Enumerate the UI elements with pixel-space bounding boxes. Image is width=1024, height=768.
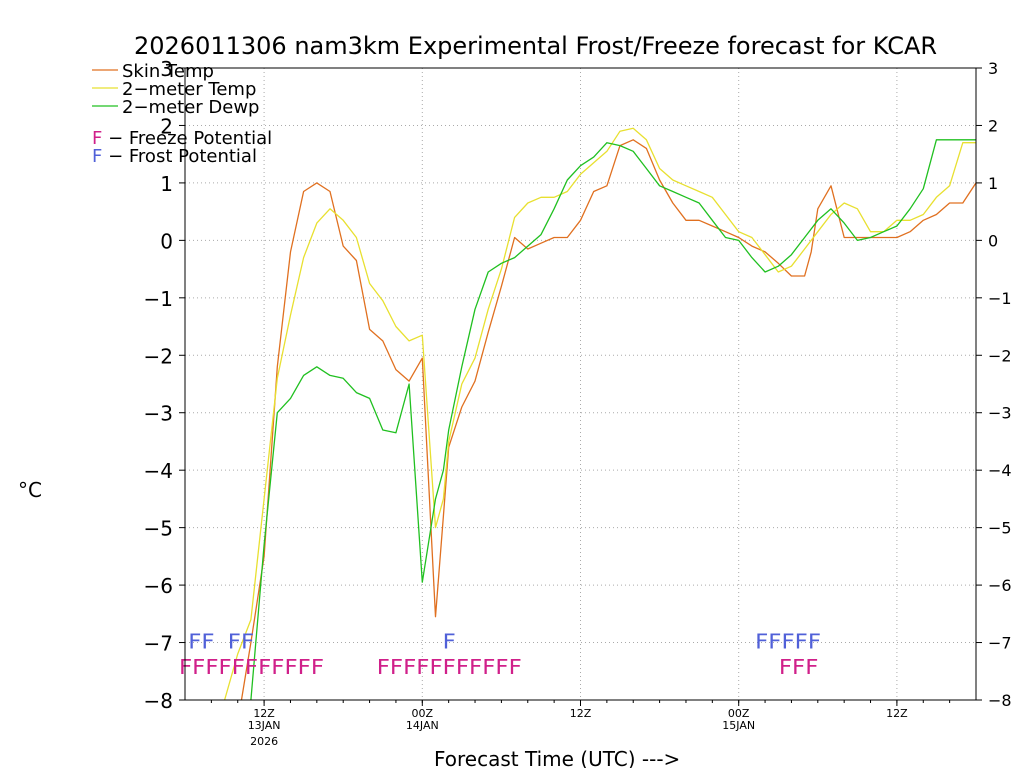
x-tick-label: 12Z	[886, 707, 908, 720]
potential-markers: FFFFFFFFFFF FFFFFFFFFFF FFFFF FF F FFFFF	[179, 629, 821, 679]
series-lines	[223, 127, 976, 700]
y-tick-label-right: 2	[988, 116, 998, 135]
y-tick-label-right: −7	[988, 634, 1012, 653]
freeze-potential-markers: FFFFFFFFFFF	[377, 655, 522, 679]
y-axis-ticks: −8 −8 −7 −7 −6 −6 −5 −5 −4 −4 −3 −3 −2 −2 −1 −1 0 0 1 1 2 2 3 3	[144, 57, 1012, 713]
y-tick-label-right: −6	[988, 576, 1012, 595]
x-tick-date: 13JAN	[248, 719, 281, 732]
legend-label-0: Skin Temp	[122, 61, 214, 82]
y-tick-label-left: 2	[160, 114, 173, 138]
legend-frost-potential: F − Frost Potential	[92, 146, 257, 167]
y-tick-label-left: 1	[160, 172, 173, 196]
y-tick-label-left: −4	[144, 459, 173, 483]
freeze-potential-markers: FFF	[779, 655, 819, 679]
legend-label-2: 2−meter Dewp	[122, 97, 259, 118]
grid-lines	[185, 68, 976, 700]
y-tick-label-right: −1	[988, 289, 1012, 308]
x-tick-date: 15JAN	[722, 719, 755, 732]
legend-label-1: 2−meter Temp	[122, 79, 256, 100]
x-tick-date: 14JAN	[406, 719, 439, 732]
series-line-skin-temp	[240, 139, 976, 700]
y-tick-label-left: −7	[144, 632, 173, 656]
y-tick-label-left: 0	[160, 229, 173, 253]
x-tick-label: 00Z	[728, 707, 750, 720]
legend-freeze-potential: F − Freeze Potential	[92, 128, 272, 149]
y-tick-label-right: −5	[988, 519, 1012, 538]
y-tick-label-left: −6	[144, 574, 173, 598]
series-line-2-meter-temp	[223, 127, 976, 700]
x-tick-label: 12Z	[253, 707, 275, 720]
freeze-potential-markers: FFFFFFFFFFF	[179, 655, 324, 679]
x-tick-year: 2026	[250, 735, 278, 748]
frost-potential-markers: FF	[188, 629, 214, 653]
frost-potential-markers: F	[443, 629, 456, 653]
series-line-2-meter-dewp	[250, 139, 976, 700]
plot-frame	[184, 67, 977, 701]
x-axis-label: Forecast Time (UTC) --->	[434, 747, 680, 768]
frost-potential-markers: FFFFF	[755, 629, 821, 653]
y-tick-label-right: 1	[988, 174, 998, 193]
y-tick-label-right: 0	[988, 231, 998, 250]
y-axis-label: °C	[18, 478, 42, 502]
y-tick-label-left: −2	[144, 344, 173, 368]
x-tick-label: 12Z	[570, 707, 592, 720]
y-tick-label-right: −2	[988, 346, 1012, 365]
frost-potential-markers: FF	[228, 629, 254, 653]
y-tick-label-left: −1	[144, 287, 173, 311]
y-tick-label-right: −8	[988, 691, 1012, 710]
y-tick-label-left: 3	[160, 57, 173, 81]
chart-title: 2026011306 nam3km Experimental Frost/Fre…	[134, 32, 937, 60]
y-tick-label-right: 3	[988, 59, 998, 78]
y-tick-label-left: −8	[144, 689, 173, 713]
y-tick-label-left: −5	[144, 517, 173, 541]
y-tick-label-left: −3	[144, 402, 173, 426]
x-tick-label: 00Z	[412, 707, 434, 720]
y-tick-label-right: −3	[988, 404, 1012, 423]
y-tick-label-right: −4	[988, 461, 1012, 480]
